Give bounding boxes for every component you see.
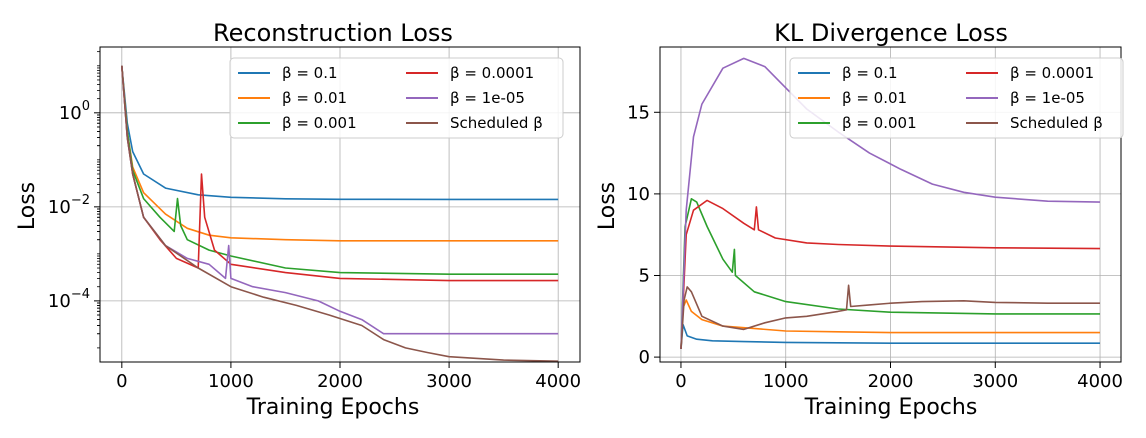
legend-label: β = 0.01 [282, 89, 347, 107]
reconstruction-loss-chart: Reconstruction Loss Loss Training Epochs… [15, 19, 581, 420]
legend-label: β = 0.0001 [1010, 64, 1094, 82]
legend-label: β = 0.001 [842, 114, 917, 132]
plot-frame [659, 46, 1122, 363]
series-line-2 [121, 65, 559, 275]
x-ticks: 0 1000 2000 3000 4000 [116, 362, 581, 392]
y-tick-label: 5 [639, 265, 650, 286]
legend-label: β = 1e-05 [1010, 89, 1085, 107]
y-tick-label: 15 [627, 102, 650, 123]
legend-label: β = 1e-05 [450, 89, 525, 107]
legend-box [789, 57, 1124, 139]
y-axis-label: Loss [595, 182, 620, 230]
series-line-5 [121, 65, 559, 362]
series-line-0 [680, 323, 1100, 349]
x-tick-label: 0 [116, 371, 127, 392]
legend-label: β = 0.0001 [450, 64, 534, 82]
y-tick-label: 100 [59, 99, 90, 124]
x-axis-label: Training Epochs [246, 395, 420, 420]
y-ticks: 0 5 10 15 [627, 102, 660, 368]
series-line-5 [680, 284, 1100, 349]
x-tick-label: 4000 [1077, 371, 1123, 392]
y-tick-base: 10 [59, 103, 82, 124]
legend-label: Scheduled β [1010, 114, 1103, 132]
y-tick-label: 10 [627, 184, 650, 205]
chart-title: KL Divergence Loss [774, 19, 1008, 47]
x-tick-label: 3000 [972, 371, 1018, 392]
y-tick-exponent: −2 [71, 193, 90, 208]
y-tick-exponent: 0 [82, 99, 90, 114]
y-tick-base: 10 [48, 197, 71, 218]
x-axis-label: Training Epochs [804, 395, 978, 420]
y-tick-label: 10−4 [48, 287, 90, 312]
series-lines [121, 65, 559, 362]
legend-label: β = 0.1 [842, 64, 898, 82]
legend-label: β = 0.1 [282, 64, 338, 82]
legend: β = 0.1 β = 0.0001 β = 0.01 β = 1e-05 β = 0.… [229, 57, 564, 139]
x-ticks: 0 1000 2000 3000 4000 [675, 362, 1123, 392]
x-tick-label: 4000 [535, 371, 581, 392]
x-tick-label: 1000 [208, 371, 254, 392]
x-tick-label: 1000 [763, 371, 809, 392]
x-tick-label: 2000 [317, 371, 363, 392]
y-tick-exponent: −4 [71, 287, 90, 302]
legend-label: Scheduled β [450, 114, 543, 132]
y-axis-label: Loss [15, 182, 40, 230]
legend: β = 0.1 β = 0.0001 β = 0.01 β = 1e-05 β = 0.… [789, 57, 1124, 139]
x-tick-label: 3000 [426, 371, 472, 392]
chart-title: Reconstruction Loss [213, 19, 453, 47]
series-line-3 [680, 199, 1101, 349]
y-tick-label: 10−2 [48, 193, 90, 218]
kl-divergence-loss-chart: KL Divergence Loss Loss Training Epochs … [595, 19, 1124, 420]
y-tick-label: 0 [639, 347, 650, 368]
x-tick-label: 2000 [868, 371, 914, 392]
series-line-1 [680, 299, 1100, 349]
series-line-2 [680, 198, 1100, 349]
legend-label: β = 0.001 [282, 114, 357, 132]
legend-label: β = 0.01 [842, 89, 907, 107]
plot-frame [99, 46, 581, 363]
series-line-0 [121, 65, 559, 201]
y-tick-base: 10 [48, 291, 71, 312]
x-tick-label: 0 [675, 371, 686, 392]
legend-box [229, 57, 564, 139]
